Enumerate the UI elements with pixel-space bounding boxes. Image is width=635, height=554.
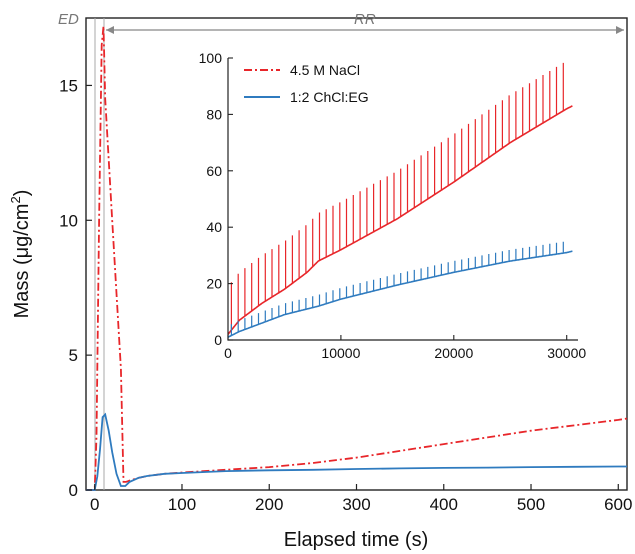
y-tick-label: 5 <box>69 346 78 365</box>
y-tick-label: 15 <box>59 76 78 95</box>
x-tick-label: 300 <box>342 495 370 514</box>
ed-label: ED <box>58 11 79 28</box>
x-tick-label: 600 <box>604 495 632 514</box>
legend-label-nacl: 4.5 M NaCl <box>290 62 360 78</box>
rr-arrow-left-head <box>106 26 114 34</box>
inset-background <box>228 58 578 340</box>
inset-x-ticks: 0 10000 20000 30000 <box>224 335 586 361</box>
y-tick-label: 0 <box>69 481 78 500</box>
y-axis-title-main: Mass (μg/cm <box>11 204 33 319</box>
inset-legend: 4.5 M NaCl 1:2 ChCl:EG <box>244 62 369 105</box>
y-tick-label: 10 <box>59 211 78 230</box>
main-series-line-1 <box>86 412 627 491</box>
main-series-group <box>86 26 628 491</box>
main-series-line-0 <box>86 26 628 491</box>
x-tick-label: 0 <box>90 495 99 514</box>
inset-series-group <box>227 62 573 338</box>
inset-y-tick-label: 100 <box>199 50 223 66</box>
inset-x-tick-label: 30000 <box>547 345 586 361</box>
inset-series-line-0 <box>227 105 573 335</box>
inset-x-tick-label: 10000 <box>321 345 360 361</box>
legend-label-chcl: 1:2 ChCl:EG <box>290 89 369 105</box>
inset-chart: 0 10000 20000 30000 0 20 40 60 80 100 4.5 M NaCl… <box>199 50 587 361</box>
main-x-ticks: 0 100 200 300 400 500 600 <box>90 484 632 514</box>
y-axis-title-sup: 2 <box>8 196 23 203</box>
rr-arrow-right-head <box>616 26 624 34</box>
inset-y-tick-label: 40 <box>206 219 222 235</box>
inset-y-tick-label: 60 <box>206 163 222 179</box>
y-axis-title-end: ) <box>11 190 33 197</box>
x-tick-label: 100 <box>168 495 196 514</box>
x-axis-title: Elapsed time (s) <box>284 529 429 551</box>
inset-x-tick-label: 20000 <box>434 345 473 361</box>
inset-series-line-1 <box>227 250 573 338</box>
inset-y-tick-label: 0 <box>214 332 222 348</box>
inset-y-tick-label: 20 <box>206 276 222 292</box>
x-tick-label: 500 <box>517 495 545 514</box>
inset-x-tick-label: 0 <box>224 345 232 361</box>
y-axis-title: Mass (μg/cm2) <box>8 190 33 319</box>
main-y-ticks: 0 5 10 15 <box>59 76 92 500</box>
inset-y-tick-label: 80 <box>206 106 222 122</box>
x-tick-label: 400 <box>430 495 458 514</box>
region-annotations: ED RR <box>58 11 624 490</box>
inset-spikes-0 <box>230 62 564 331</box>
inset-y-ticks: 0 20 40 60 80 100 <box>199 50 233 348</box>
x-tick-label: 200 <box>255 495 283 514</box>
rr-label: RR <box>354 11 376 28</box>
inset-spikes-1 <box>230 241 564 336</box>
